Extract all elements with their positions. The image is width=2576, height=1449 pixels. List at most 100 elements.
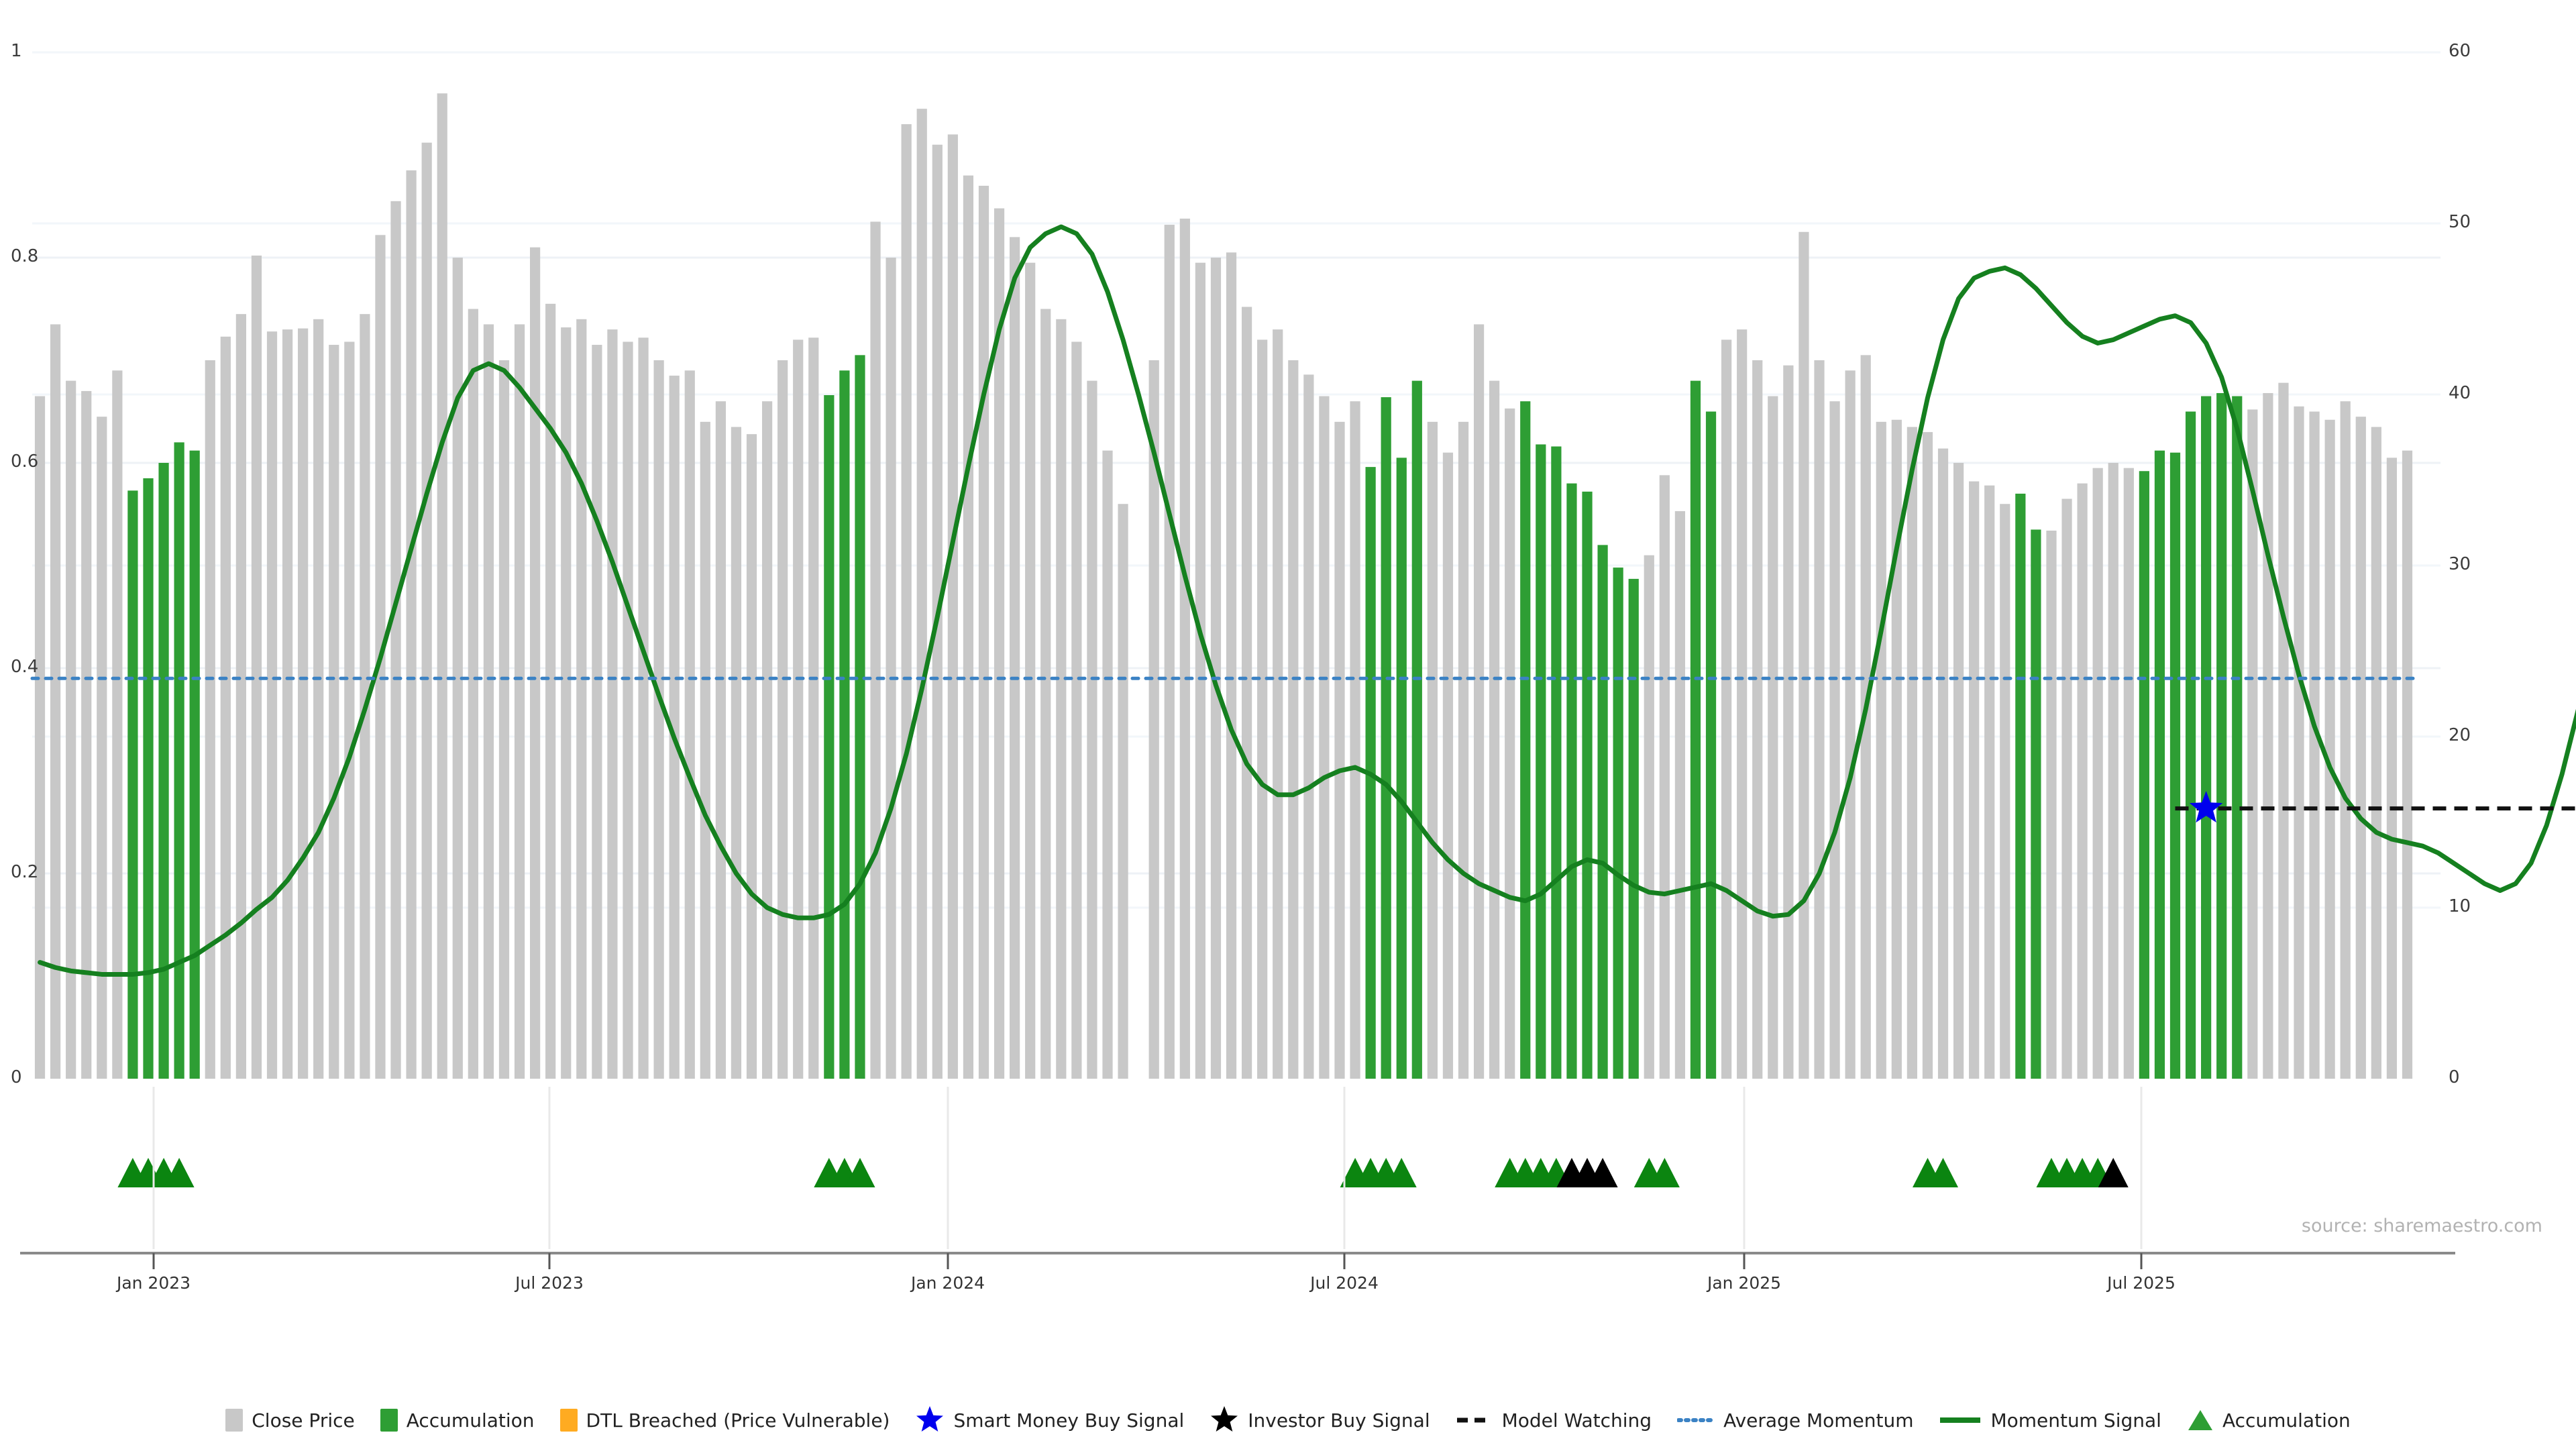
bar-close-price — [576, 319, 587, 1079]
bar-close-price — [530, 247, 541, 1079]
x-axis-tick-label: Jan 2025 — [1707, 1273, 1782, 1293]
bar-close-price — [561, 327, 572, 1079]
bar-close-price — [638, 337, 649, 1079]
x-axis-tick-label: Jul 2023 — [515, 1273, 584, 1293]
bar-close-price — [545, 303, 556, 1079]
bar-close-price — [1179, 218, 1190, 1079]
bar-close-price — [298, 328, 309, 1079]
legend-item[interactable]: Close Price — [225, 1409, 355, 1432]
legend-item-label: Momentum Signal — [1990, 1409, 2161, 1432]
legend-item[interactable]: Momentum Signal — [1939, 1409, 2161, 1432]
bar-close-price — [2340, 401, 2351, 1079]
legend-swatch-rect-icon — [380, 1409, 398, 1432]
bar-accumulation — [1613, 568, 1623, 1079]
legend-item[interactable]: Smart Money Buy Signal — [915, 1405, 1184, 1435]
legend-item[interactable]: Accumulation — [2187, 1408, 2351, 1432]
bar-close-price — [1937, 448, 1949, 1079]
bar-close-price — [592, 345, 602, 1079]
legend-item-label: Model Watching — [1501, 1409, 1652, 1432]
bar-close-price — [916, 109, 927, 1079]
legend-item-label: Close Price — [252, 1409, 355, 1432]
legend-item-label: Smart Money Buy Signal — [953, 1409, 1185, 1432]
bar-accumulation — [143, 478, 154, 1079]
bar-close-price — [329, 345, 339, 1079]
legend-solid-line-icon — [1939, 1409, 1982, 1432]
bar-close-price — [1799, 231, 1809, 1079]
bar-close-price — [1319, 396, 1330, 1079]
legend-item[interactable]: Accumulation — [380, 1409, 535, 1432]
bar-close-price — [2077, 483, 2088, 1079]
bar-close-price — [1010, 237, 1020, 1079]
legend-item[interactable]: DTL Breached (Price Vulnerable) — [559, 1409, 890, 1432]
bar-close-price — [1334, 421, 1345, 1079]
legend-item-label: Average Momentum — [1723, 1409, 1914, 1432]
bar-close-price — [653, 360, 664, 1079]
bar-close-price — [1350, 401, 1360, 1079]
bar-close-price — [715, 401, 726, 1079]
legend-item[interactable]: Average Momentum — [1677, 1409, 1913, 1432]
accumulation-marker-triangle — [1649, 1158, 1680, 1187]
x-axis-tick-label: Jul 2025 — [2107, 1273, 2176, 1293]
bar-close-price — [390, 201, 401, 1079]
legend-star-icon — [915, 1405, 945, 1435]
accumulation-marker-triangle — [2098, 1158, 2129, 1187]
bar-close-price — [2309, 411, 2320, 1079]
bar-close-price — [1148, 360, 1159, 1079]
bar-accumulation — [1582, 491, 1593, 1079]
momentum-signal-line — [38, 224, 2576, 977]
bar-close-price — [607, 329, 618, 1079]
legend-item[interactable]: Investor Buy Signal — [1210, 1405, 1430, 1435]
bar-close-price — [2123, 468, 2134, 1079]
bar-close-price — [1984, 485, 1995, 1079]
legend-triangle-icon — [2187, 1408, 2214, 1432]
bar-accumulation — [1628, 578, 1639, 1079]
bar-close-price — [1953, 463, 1964, 1079]
bar-accumulation — [2169, 452, 2181, 1079]
bar-accumulation — [1411, 380, 1422, 1079]
bar-close-price — [1427, 421, 1438, 1079]
bar-accumulation — [2154, 450, 2165, 1079]
bar-close-price — [684, 370, 695, 1079]
bar-close-price — [452, 258, 463, 1079]
bar-accumulation — [1597, 545, 1608, 1079]
bar-accumulation — [2015, 493, 2026, 1079]
legend-item[interactable]: Model Watching — [1456, 1409, 1652, 1432]
bar-close-price — [623, 341, 633, 1079]
bar-close-price — [2046, 530, 2057, 1079]
bar-close-price — [1876, 421, 1886, 1079]
bar-accumulation — [2031, 529, 2041, 1079]
bar-close-price — [1288, 360, 1299, 1079]
accumulation-marker-triangle — [164, 1158, 195, 1187]
bar-accumulation — [2232, 396, 2243, 1079]
bar-close-price — [2294, 406, 2304, 1079]
bar-close-price — [220, 336, 231, 1079]
bar-close-price — [421, 142, 432, 1079]
bar-close-price — [2247, 409, 2258, 1079]
bar-close-price — [1118, 504, 1128, 1079]
y-axis-right-tick-label: 60 — [2449, 41, 2471, 61]
x-axis-tick-label: Jan 2024 — [910, 1273, 985, 1293]
bar-accumulation — [1566, 483, 1577, 1079]
y-axis-right-tick-label: 20 — [2449, 725, 2471, 745]
chart-legend: Close Price Accumulation DTL Breached (Pri… — [0, 1405, 2576, 1435]
bar-close-price — [1226, 252, 1237, 1079]
bar-close-price — [669, 375, 680, 1079]
bar-close-price — [870, 221, 881, 1079]
bar-close-price — [1845, 370, 1856, 1079]
bar-close-price — [1442, 452, 1454, 1079]
bar-accumulation — [839, 370, 850, 1079]
bar-close-price — [1489, 380, 1500, 1079]
accumulation-marker-triangle — [1386, 1158, 1417, 1187]
bar-close-price — [808, 337, 819, 1079]
bar-close-price — [1674, 511, 1686, 1079]
bar-close-price — [235, 314, 246, 1079]
bar-close-price — [81, 390, 92, 1079]
y-axis-left-tick-label: 0.8 — [11, 246, 39, 266]
bar-close-price — [1752, 360, 1763, 1079]
accumulation-marker-triangle — [845, 1158, 875, 1187]
y-axis-left-tick-label: 0.2 — [11, 862, 39, 882]
x-axis-tick-label: Jan 2023 — [116, 1273, 191, 1293]
bar-accumulation — [1536, 444, 1546, 1079]
